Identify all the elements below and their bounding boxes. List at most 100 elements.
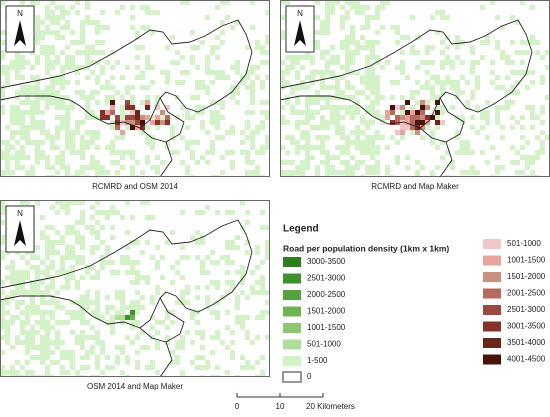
grid-cell [285,100,290,105]
grid-cell [80,30,85,35]
grid-cell [355,50,360,55]
grid-cell [510,40,515,45]
grid-cell [310,70,315,75]
grid-cell [120,255,125,260]
grid-cell [50,300,55,305]
grid-cell [310,155,315,160]
grid-cell [265,300,270,305]
grid-cell [330,105,335,110]
grid-cell [135,65,140,70]
hotspot-cell [155,105,160,110]
grid-cell [35,85,40,90]
grid-cell [25,85,30,90]
grid-cell [40,50,45,55]
grid-cell [520,50,525,55]
grid-cell [500,85,505,90]
grid-cell [75,175,80,177]
grid-cell [40,35,45,40]
grid-cell [295,150,300,155]
grid-cell [300,110,305,115]
grid-cell [150,65,155,70]
grid-cell [465,105,470,110]
grid-cell [25,110,30,115]
grid-cell [315,100,320,105]
grid-cell [55,345,60,350]
legend-swatch [283,356,301,366]
grid-cell [330,45,335,50]
grid-cell [365,65,370,70]
grid-cell [40,260,45,265]
grid-cell [330,155,335,160]
grid-cell [50,240,55,245]
grid-cell [425,50,430,55]
grid-cell [130,265,135,270]
grid-cell [120,260,125,265]
grid-cell [490,0,495,5]
grid-cell [230,95,235,100]
grid-cell [65,125,70,130]
grid-cell [255,280,260,285]
grid-cell [490,175,495,177]
grid-cell [240,200,245,205]
grid-cell [305,145,310,150]
grid-cell [470,170,475,175]
grid-cell [465,170,470,175]
grid-cell [510,125,515,130]
grid-cell [175,300,180,305]
grid-cell [115,160,120,165]
grid-cell [50,80,55,85]
grid-cell [385,0,390,5]
grid-cell [395,160,400,165]
grid-cell [505,90,510,95]
grid-cell [320,135,325,140]
grid-cell [125,305,130,310]
grid-cell [215,175,220,177]
grid-cell [520,125,525,130]
grid-cell [50,280,55,285]
grid-cell [10,370,15,375]
grid-cell [215,310,220,315]
grid-cell [410,45,415,50]
grid-cell [225,150,230,155]
grid-cell [45,255,50,260]
grid-cell [110,325,115,330]
grid-cell [55,130,60,135]
grid-cell [70,105,75,110]
grid-cell [40,300,45,305]
grid-cell [535,175,540,177]
grid-cell [100,210,105,215]
grid-cell [55,240,60,245]
grid-cell [55,30,60,35]
hotspot-cell [420,125,425,130]
grid-cell [355,0,360,5]
grid-cell [90,115,95,120]
grid-cell [50,140,55,145]
grid-cell [350,110,355,115]
grid-cell [400,60,405,65]
grid-cell [330,165,335,170]
grid-cell [115,360,120,365]
grid-cell [365,170,370,175]
grid-cell [470,125,475,130]
grid-cell [335,130,340,135]
grid-cell [230,90,235,95]
grid-cell [205,300,210,305]
grid-cell [45,370,50,375]
grid-cell [300,85,305,90]
hotspot-cell [135,110,140,115]
grid-cell [470,60,475,65]
grid-cell [60,120,65,125]
grid-cell [200,355,205,360]
grid-cell [180,290,185,295]
grid-cell [55,5,60,10]
grid-cell [60,240,65,245]
grid-cell [245,125,250,130]
scale-label: 10 [276,402,285,411]
grid-cell [525,85,530,90]
grid-cell [340,130,345,135]
grid-cell [75,125,80,130]
grid-cell [105,60,110,65]
grid-cell [295,165,300,170]
grid-cell [305,165,310,170]
grid-cell [320,125,325,130]
